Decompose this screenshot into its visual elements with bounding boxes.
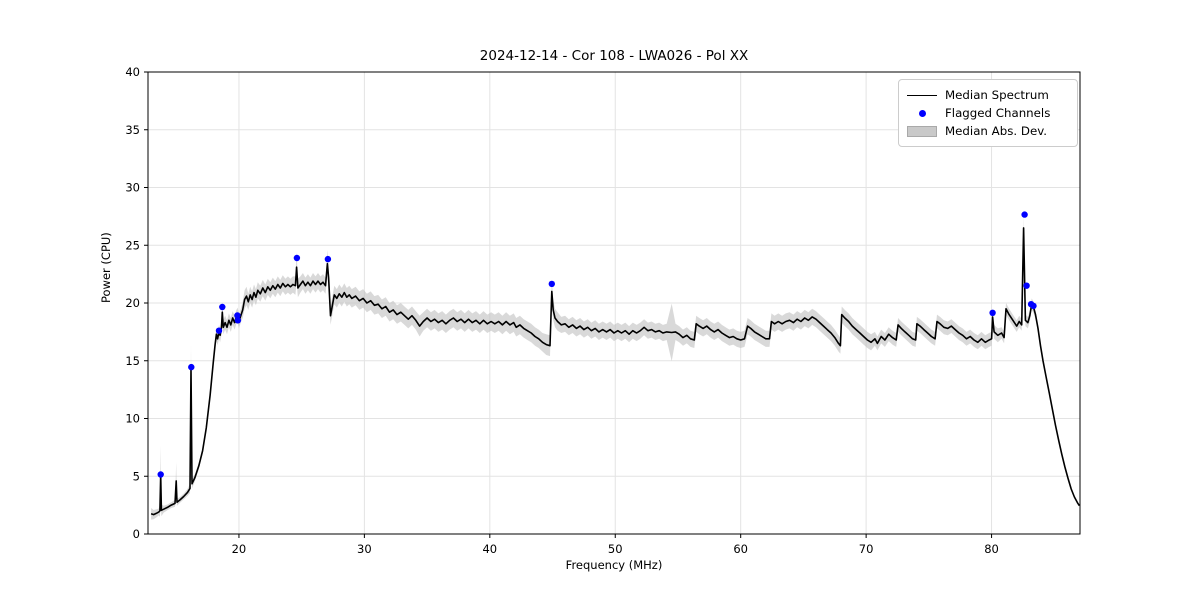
x-tick-label: 70 bbox=[859, 542, 874, 556]
flagged-channel-dot bbox=[219, 303, 226, 311]
y-tick-label: 35 bbox=[125, 123, 140, 137]
flagged-channel-dot bbox=[215, 327, 223, 334]
x-tick-label: 60 bbox=[733, 542, 748, 556]
legend-item-flagged-channels: Flagged Channels bbox=[907, 104, 1067, 122]
y-tick-label: 15 bbox=[125, 354, 140, 368]
median-abs-dev-patch-swatch bbox=[907, 125, 937, 137]
flagged-channel-dot bbox=[1021, 211, 1028, 218]
y-tick-label: 5 bbox=[133, 469, 140, 483]
legend-label: Median Abs. Dev. bbox=[945, 124, 1048, 138]
flagged-channel-dot bbox=[548, 280, 555, 288]
legend-label: Median Spectrum bbox=[945, 88, 1049, 102]
flagged-channel-dot bbox=[989, 309, 996, 316]
y-tick-label: 10 bbox=[125, 412, 140, 426]
flagged-channel-dot bbox=[1023, 282, 1030, 289]
x-tick-label: 40 bbox=[482, 542, 497, 556]
flagged-channel-dot bbox=[234, 312, 241, 319]
flagged-channel-dot bbox=[324, 255, 332, 263]
median-spectrum-line-swatch bbox=[907, 94, 937, 96]
x-tick-label: 30 bbox=[357, 542, 372, 556]
flagged-channel-dot bbox=[234, 317, 242, 324]
legend-item-median-abs-dev: Median Abs. Dev. bbox=[907, 122, 1067, 140]
chart-title: 2024-12-14 - Cor 108 - LWA026 - Pol XX bbox=[479, 48, 749, 64]
median-spectrum-line bbox=[150, 227, 1081, 516]
legend-label: Flagged Channels bbox=[945, 106, 1051, 120]
flagged-channel-dot bbox=[293, 254, 301, 262]
y-tick-label: 0 bbox=[133, 527, 140, 541]
y-tick-label: 25 bbox=[125, 238, 140, 252]
legend-item-median-spectrum: Median Spectrum bbox=[907, 86, 1067, 104]
y-tick-label: 40 bbox=[125, 65, 140, 79]
flagged-channels-dot-swatch bbox=[907, 109, 937, 117]
flagged-channel-dot bbox=[157, 471, 164, 478]
x-axis-label: Frequency (MHz) bbox=[565, 558, 663, 572]
legend: Median Spectrum Flagged Channels Median … bbox=[898, 79, 1078, 147]
x-tick-label: 80 bbox=[984, 542, 999, 556]
y-tick-label: 20 bbox=[125, 296, 140, 310]
x-tick-label: 20 bbox=[232, 542, 247, 556]
x-tick-label: 50 bbox=[608, 542, 623, 556]
flagged-channel-dot bbox=[188, 363, 195, 371]
y-tick-label: 30 bbox=[125, 181, 140, 195]
flagged-channel-dot bbox=[1030, 302, 1037, 310]
